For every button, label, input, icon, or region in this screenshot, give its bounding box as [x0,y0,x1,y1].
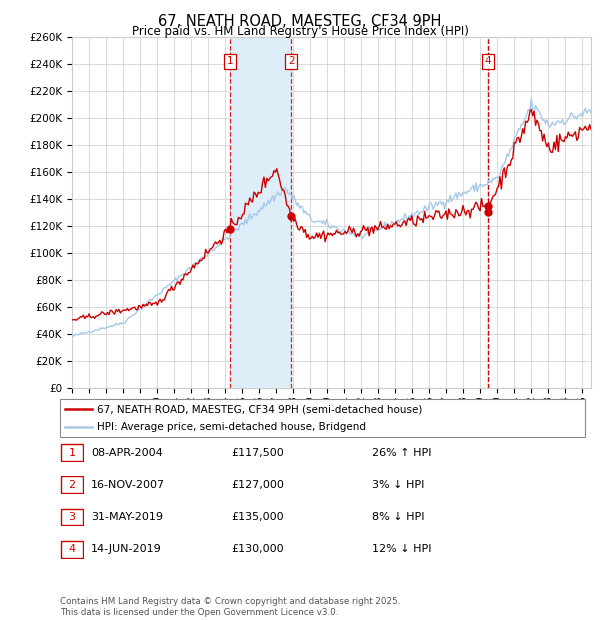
Text: 4: 4 [485,56,491,66]
Text: 12% ↓ HPI: 12% ↓ HPI [372,544,431,554]
FancyBboxPatch shape [60,399,585,437]
FancyBboxPatch shape [61,541,83,558]
Text: Price paid vs. HM Land Registry's House Price Index (HPI): Price paid vs. HM Land Registry's House … [131,25,469,38]
Text: 1: 1 [68,448,76,458]
Text: £135,000: £135,000 [231,512,284,522]
Text: 2: 2 [288,56,295,66]
Text: Contains HM Land Registry data © Crown copyright and database right 2025.: Contains HM Land Registry data © Crown c… [60,597,400,606]
Bar [230,37,291,387]
Text: 3: 3 [68,512,76,522]
Text: 14-JUN-2019: 14-JUN-2019 [91,544,162,554]
Text: 26% ↑ HPI: 26% ↑ HPI [372,448,431,458]
Text: 67, NEATH ROAD, MAESTEG, CF34 9PH: 67, NEATH ROAD, MAESTEG, CF34 9PH [158,14,442,29]
Text: 2: 2 [68,480,76,490]
Text: 67, NEATH ROAD, MAESTEG, CF34 9PH (semi-detached house): 67, NEATH ROAD, MAESTEG, CF34 9PH (semi-… [97,404,422,414]
Text: 8% ↓ HPI: 8% ↓ HPI [372,512,425,522]
Text: 31-MAY-2019: 31-MAY-2019 [91,512,163,522]
Text: HPI: Average price, semi-detached house, Bridgend: HPI: Average price, semi-detached house,… [97,422,366,432]
Text: £130,000: £130,000 [231,544,284,554]
Text: 16-NOV-2007: 16-NOV-2007 [91,480,166,490]
Text: £127,000: £127,000 [231,480,284,490]
Text: This data is licensed under the Open Government Licence v3.0.: This data is licensed under the Open Gov… [60,608,338,617]
FancyBboxPatch shape [61,508,83,525]
Text: £117,500: £117,500 [231,448,284,458]
Text: 4: 4 [68,544,76,554]
Text: 08-APR-2004: 08-APR-2004 [91,448,163,458]
Text: 3% ↓ HPI: 3% ↓ HPI [372,480,424,490]
Text: 1: 1 [227,56,233,66]
FancyBboxPatch shape [61,444,83,461]
FancyBboxPatch shape [61,476,83,494]
